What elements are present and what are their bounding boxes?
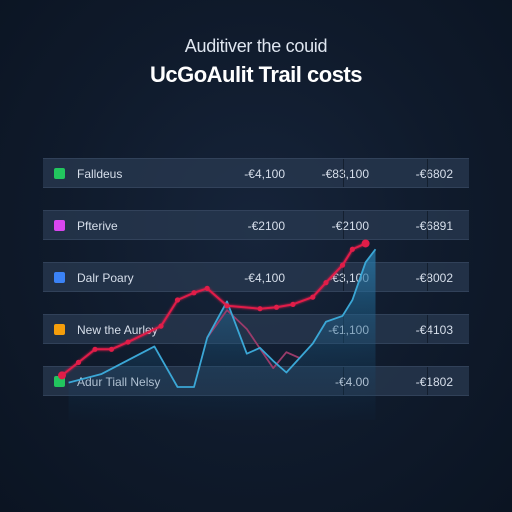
row-value-v3: -€1802 (415, 375, 453, 389)
row-value-v3: -€6802 (415, 167, 453, 181)
row-value-v1: -€2100 (247, 219, 285, 233)
page-subtitle: Auditiver the couid (184, 36, 328, 56)
data-point (108, 346, 115, 352)
row-value-v3: -€6891 (415, 219, 453, 233)
data-point (224, 303, 230, 309)
row-label: New the Aurley (77, 323, 158, 337)
data-point (204, 285, 210, 291)
data-point (323, 280, 329, 286)
column-divider (427, 211, 428, 239)
table-row: Dalr Poary -€4,100 -€3,100 -€8002 (43, 262, 469, 292)
data-point (191, 290, 197, 296)
data-point (257, 306, 263, 312)
row-value-v1: -€4,100 (244, 271, 285, 285)
category-icon (54, 168, 65, 179)
data-point (58, 371, 66, 380)
series-area-fill (68, 249, 376, 420)
data-point (273, 304, 280, 310)
series-line-1 (68, 248, 377, 388)
column-divider (343, 263, 344, 291)
data-point (310, 294, 316, 300)
column-divider (427, 263, 428, 291)
row-label: Pfterive (77, 219, 118, 233)
data-point (290, 301, 296, 307)
table-row: Pfterive -€2100 -€2100 -€6891 (43, 210, 469, 240)
category-icon (54, 272, 65, 283)
row-value-v2: -€2100 (331, 219, 369, 233)
row-value-v2: -€83,100 (321, 167, 369, 181)
category-icon (54, 220, 65, 231)
series-line-0 (61, 242, 367, 377)
row-value-v1: -€4,100 (244, 167, 285, 181)
table-row: Falldeus -€4,100 -€83,100 -€6802 (43, 158, 469, 188)
data-point (125, 339, 131, 345)
row-value-v3: -€4103 (415, 323, 453, 337)
data-point (75, 359, 82, 365)
column-divider (343, 211, 344, 239)
data-point (339, 262, 346, 268)
data-point (92, 346, 98, 352)
column-divider (343, 159, 344, 187)
page-title: UcGoAulit Trail costs (150, 62, 363, 87)
category-icon (54, 376, 65, 387)
data-point (158, 323, 164, 329)
column-divider (427, 367, 428, 395)
data-point (174, 297, 181, 303)
data-point (349, 246, 355, 252)
category-icon (54, 324, 65, 335)
row-value-v3: -€8002 (415, 271, 453, 285)
column-divider (427, 159, 428, 187)
row-label: Falldeus (77, 167, 123, 181)
column-divider (427, 315, 428, 343)
data-point (361, 239, 370, 248)
row-label: Dalr Poary (77, 271, 134, 285)
